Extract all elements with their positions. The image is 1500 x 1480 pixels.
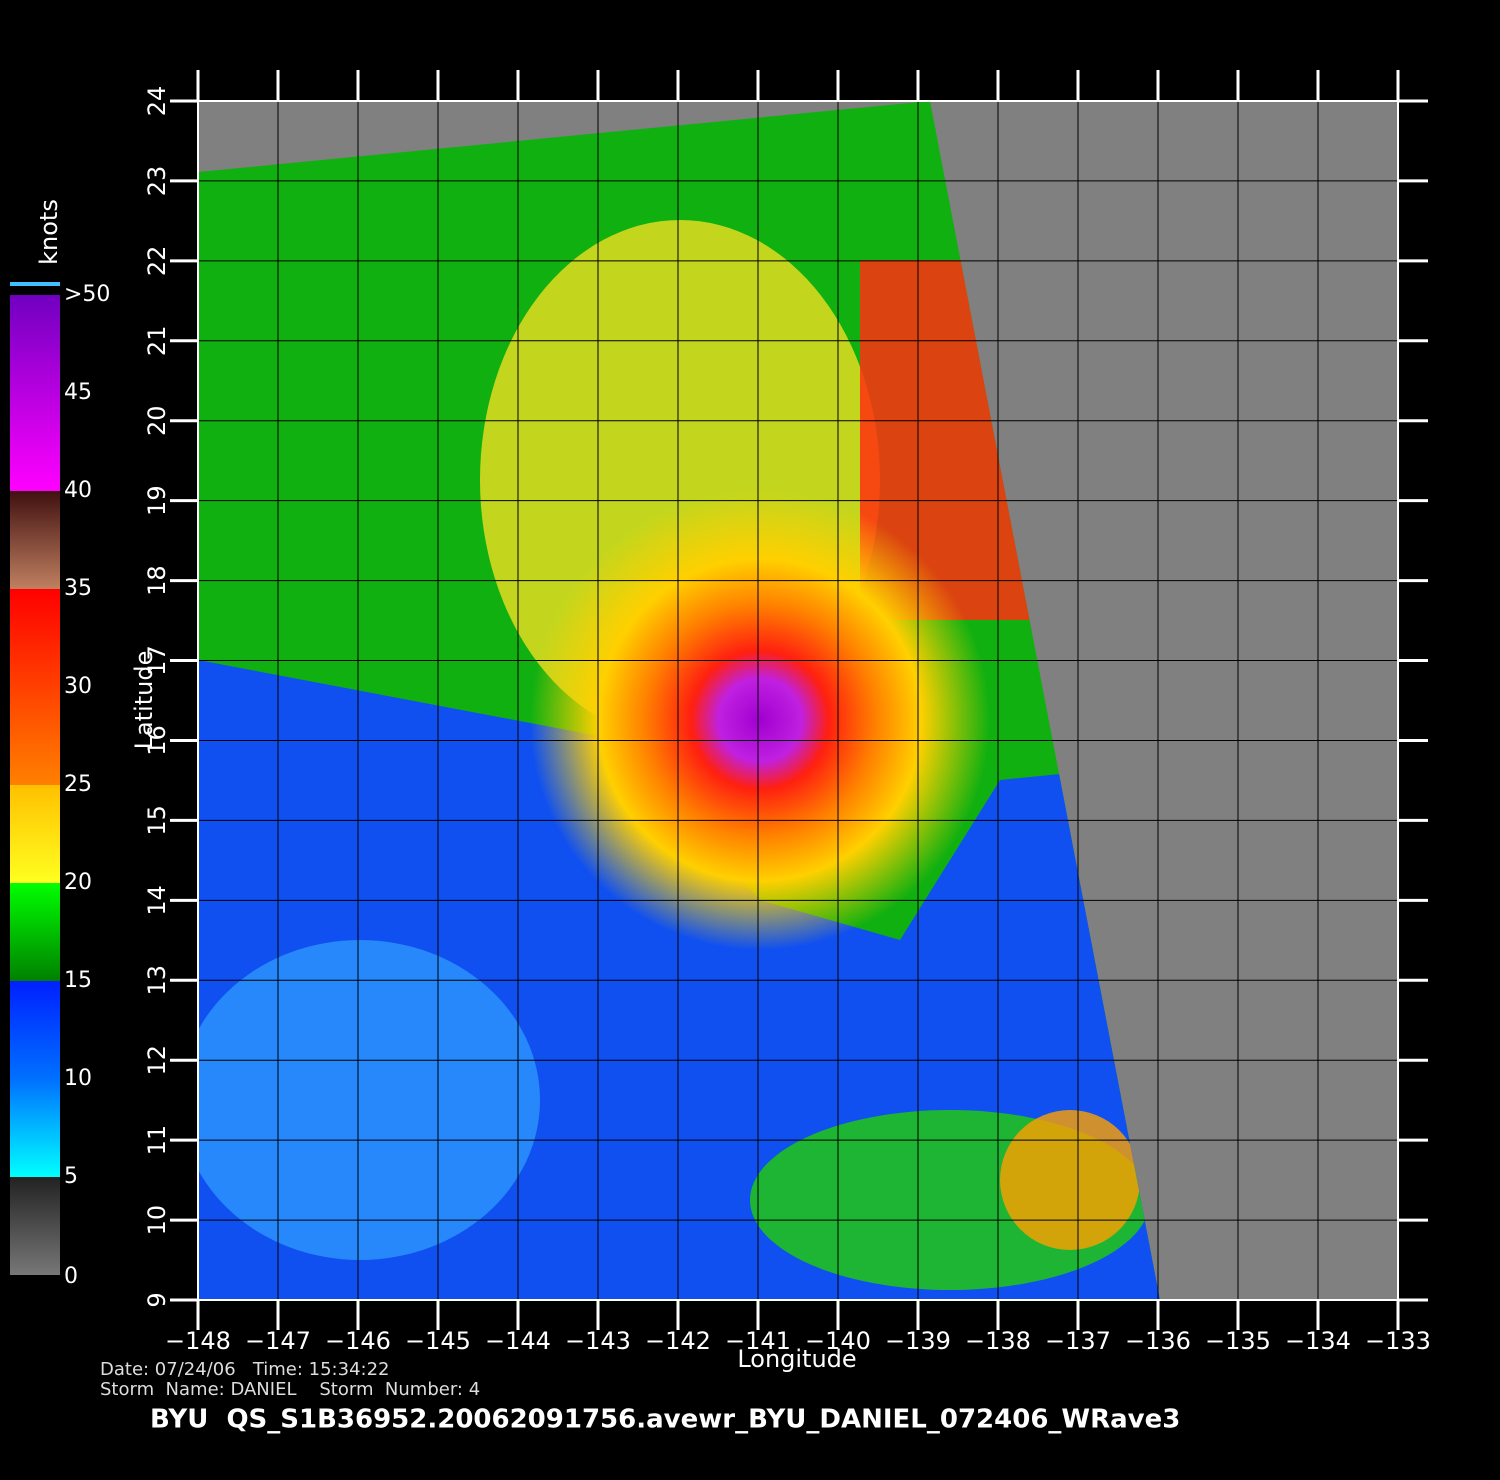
colorbar-cap [10,282,60,286]
storm-line: Storm Name: DANIEL Storm Number: 4 [100,1379,480,1400]
x-tick-label: −148 [165,1327,231,1355]
y-tick-label: 9 [143,1292,171,1307]
colorbar-tick-label: >50 [64,282,110,307]
x-tick-label: −143 [565,1327,631,1355]
colorbar-tick-label: 0 [64,1264,78,1289]
x-tick-label: −134 [1285,1327,1351,1355]
wind-orange-south [1000,1110,1140,1250]
colorbar-tick-label: 25 [64,772,92,797]
y-tick-label: 14 [143,885,171,916]
y-tick-label: 12 [143,1045,171,1076]
colorbar-tick-label: 45 [64,380,92,405]
y-tick-label: 17 [143,645,171,676]
colorbar-title: knots [35,199,63,265]
y-tick-label: 21 [143,326,171,357]
x-tick-label: −141 [725,1327,791,1355]
colorbar [10,295,60,1275]
y-axis-label: Latitude [130,651,158,750]
date-line: Date: 07/24/06 Time: 15:34:22 [100,1359,390,1380]
x-tick-label: −147 [245,1327,311,1355]
x-tick-label: −133 [1365,1327,1431,1355]
x-tick-label: −137 [1045,1327,1111,1355]
file-title: BYU QS_S1B36952.20062091756.avewr_BYU_DA… [150,1405,1180,1435]
x-tick-label: −139 [885,1327,951,1355]
colorbar-tick-label: 40 [64,478,92,503]
y-tick-label: 15 [143,805,171,836]
x-tick-label: −142 [645,1327,711,1355]
y-tick-label: 18 [143,565,171,596]
plot-frame [197,100,1399,1301]
y-tick-label: 13 [143,965,171,996]
colorbar-tick-label: 5 [64,1164,78,1189]
y-tick-label: 19 [143,485,171,516]
colorbar-tick-label: 15 [64,968,92,993]
x-tick-label: −144 [485,1327,551,1355]
wind-lightblue [198,940,540,1260]
x-axis-label: Longitude [737,1345,856,1373]
y-tick-label: 23 [143,166,171,197]
y-tick-label: 24 [143,86,171,117]
y-tick-label: 16 [143,725,171,756]
y-tick-label: 10 [143,1205,171,1236]
colorbar-tick-label: 20 [64,870,92,895]
x-tick-label: −136 [1125,1327,1191,1355]
x-tick-label: −138 [965,1327,1031,1355]
storm-core [530,490,990,950]
x-tick-label: −135 [1205,1327,1271,1355]
y-tick-label: 20 [143,405,171,436]
y-tick-label: 11 [143,1125,171,1156]
axes: −148 −147 −146 −145 −144 −143 −142 −141 −140 −139… [10,70,1431,1355]
x-tick-label: −145 [405,1327,471,1355]
x-tick-label: −146 [325,1327,391,1355]
y-tick-label: 22 [143,246,171,277]
colorbar-tick-label: 10 [64,1066,92,1091]
colorbar-tick-label: 35 [64,576,92,601]
colorbar-tick-label: 30 [64,674,92,699]
x-tick-label: −140 [805,1327,871,1355]
